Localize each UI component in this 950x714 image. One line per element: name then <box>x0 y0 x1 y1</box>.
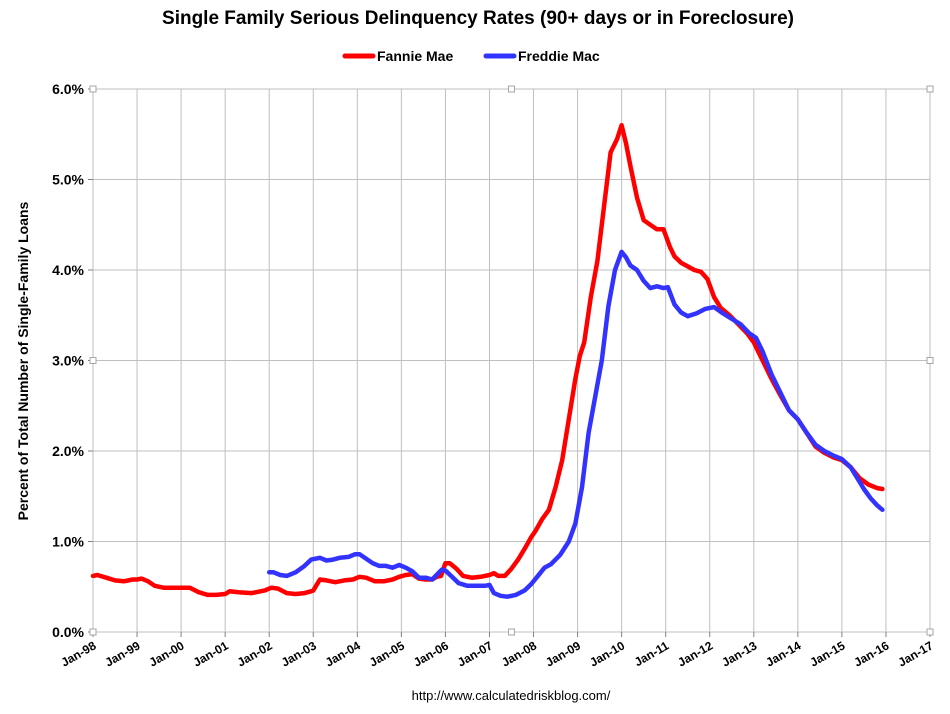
y-axis-label: Percent of Total Number of Single-Family… <box>15 201 31 520</box>
x-tick-label: Jan-99 <box>103 638 143 669</box>
x-axis-ticks: Jan-98 Jan-99 Jan-00 Jan-01 Jan-02 Jan-03 Jan-… <box>59 632 936 670</box>
y-tick-label: 3.0% <box>52 353 84 369</box>
y-tick-label: 0.0% <box>52 624 84 640</box>
x-tick-label: Jan-02 <box>235 638 275 669</box>
chart-title: Single Family Serious Delinquency Rates … <box>162 8 794 29</box>
x-tick-label: Jan-07 <box>455 638 495 669</box>
y-tick-label: 4.0% <box>52 262 84 278</box>
source-url: http://www.calculatedriskblog.com/ <box>412 688 611 703</box>
legend-label-fannie-mae: Fannie Mae <box>377 48 453 64</box>
gridlines <box>92 88 931 633</box>
y-axis-ticks: 0.0% 1.0% 2.0% 3.0% 4.0% 5.0% 6.0% <box>52 81 93 640</box>
x-tick-label: Jan-00 <box>147 638 187 669</box>
x-tick-label: Jan-13 <box>719 638 759 669</box>
x-tick-label: Jan-15 <box>807 638 847 669</box>
y-tick-label: 6.0% <box>52 81 84 97</box>
series-line-freddie-mac <box>266 249 885 599</box>
x-tick-label: Jan-04 <box>323 638 363 669</box>
selection-handles <box>89 85 934 636</box>
plot-area-handle <box>89 85 97 93</box>
plot-area-handle <box>926 357 934 364</box>
series-lines <box>90 122 885 599</box>
x-tick-label: Jan-06 <box>411 638 451 669</box>
plot-area-handle <box>926 628 934 636</box>
plot-area-handle <box>508 628 515 636</box>
x-tick-label: Jan-05 <box>367 638 407 669</box>
y-tick-label: 2.0% <box>52 443 84 459</box>
legend: Fannie Mae Freddie Mac <box>342 48 600 64</box>
x-tick-label: Jan-03 <box>279 638 319 669</box>
x-tick-label: Jan-17 <box>896 638 936 669</box>
x-tick-label: Jan-16 <box>852 638 892 669</box>
plot-area-handle <box>508 85 515 93</box>
plot-area-handle <box>89 357 97 364</box>
x-tick-label: Jan-12 <box>675 638 715 669</box>
legend-label-freddie-mac: Freddie Mac <box>518 48 600 64</box>
plot-area-handle <box>926 85 934 93</box>
x-tick-label: Jan-01 <box>191 638 231 669</box>
x-tick-label: Jan-98 <box>59 638 99 669</box>
x-tick-label: Jan-11 <box>632 638 672 669</box>
y-tick-label: 1.0% <box>52 534 84 550</box>
x-tick-label: Jan-14 <box>763 638 803 669</box>
plot-area-handle <box>89 628 97 636</box>
x-tick-label: Jan-08 <box>499 638 539 669</box>
y-tick-label: 5.0% <box>52 172 84 188</box>
x-tick-label: Jan-10 <box>587 638 627 669</box>
x-tick-label: Jan-09 <box>543 638 583 669</box>
